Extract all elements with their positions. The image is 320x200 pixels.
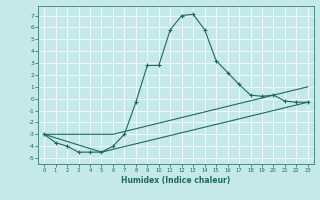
- X-axis label: Humidex (Indice chaleur): Humidex (Indice chaleur): [121, 176, 231, 185]
